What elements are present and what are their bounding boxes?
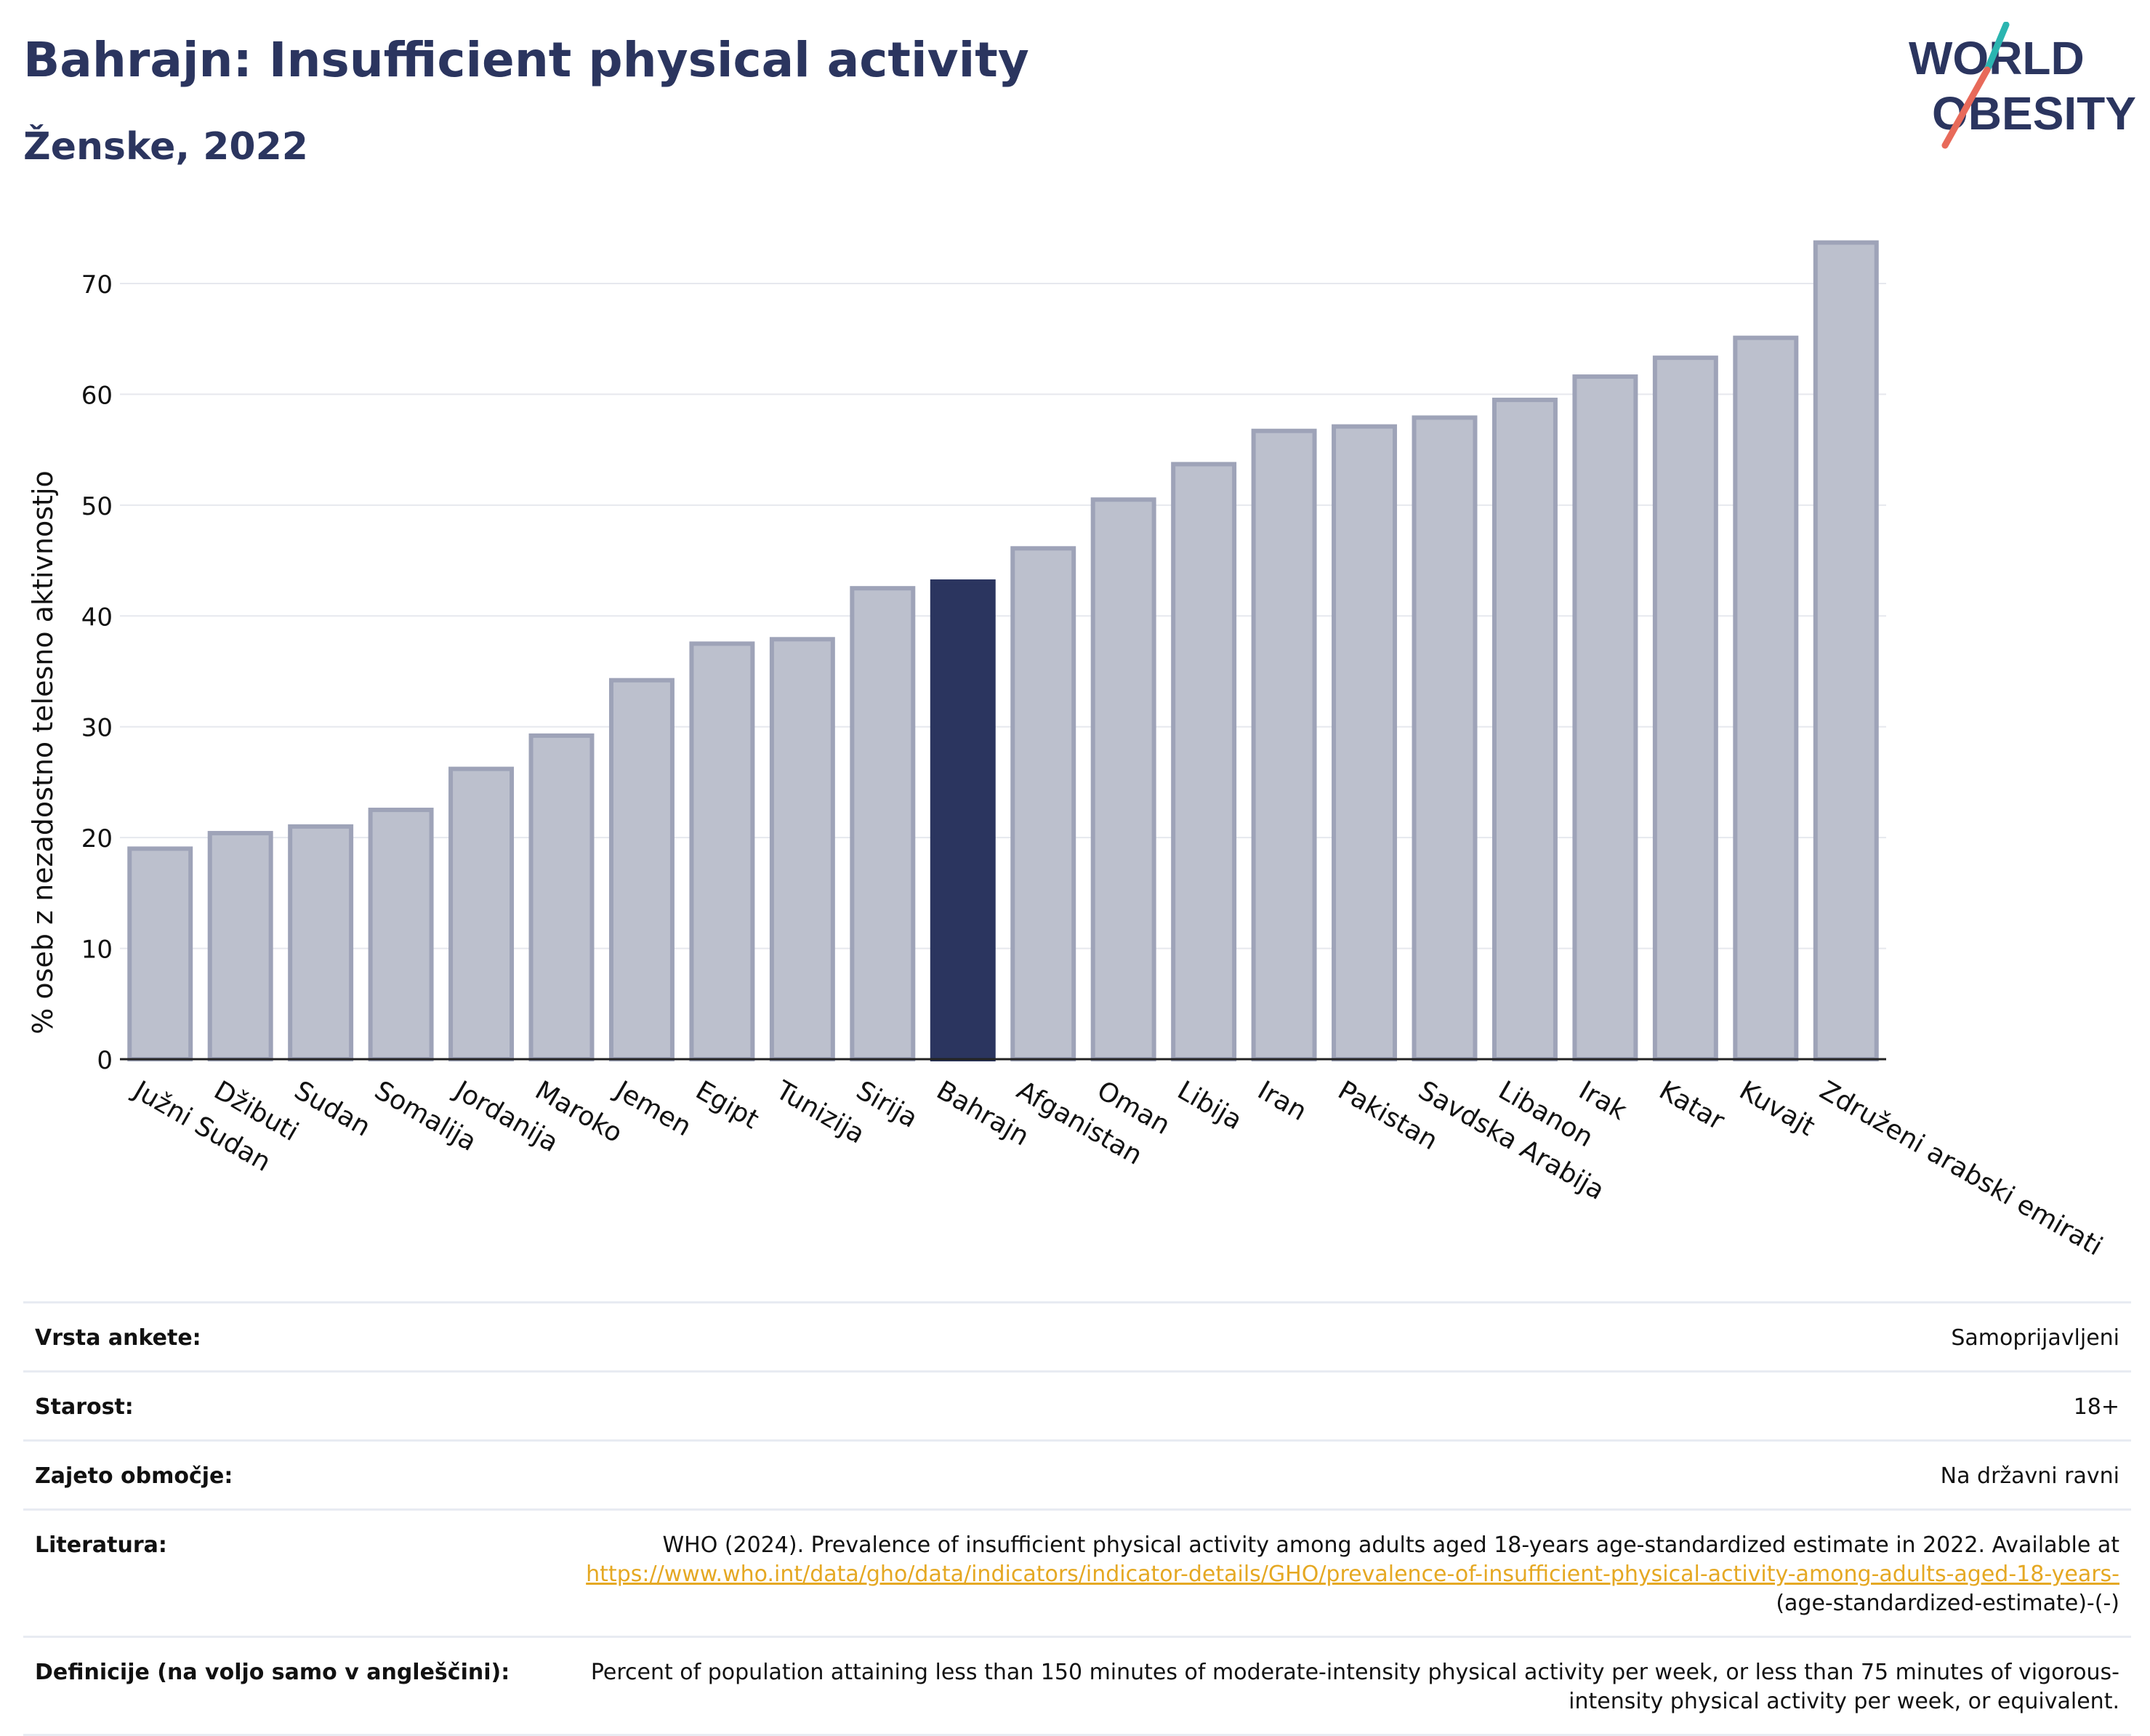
definitions-value: Percent of population attaining less tha… [590,1660,2119,1714]
survey-type-label: Vrsta ankete: [35,1325,201,1351]
world-obesity-logo: WORLD OBESITY [1909,22,2136,149]
references-value: WHO (2024). Prevalence of insufficient p… [557,1531,2119,1618]
x-tick-label: Iran [1252,1075,1311,1127]
age-value: 18+ [2073,1394,2119,1420]
y-tick-labels: 0 10 20 30 40 50 60 70 [81,270,113,1075]
y-axis-label: % oseb z nezadostno telesno aktivnostjo [27,470,59,1034]
bar-somalija [368,808,434,1062]
y-tick-label: 30 [81,714,113,743]
y-tick-label: 60 [81,381,113,410]
bar-irak [1572,374,1638,1061]
bar-sudan [288,824,354,1062]
x-tick-label: Libija [1172,1075,1247,1136]
x-tick-label: Katar [1654,1075,1730,1136]
bars [127,240,1879,1062]
bar-savdska-arabija [1412,415,1478,1061]
references-text: WHO (2024). Prevalence of insufficient p… [662,1532,2119,1558]
bar-kuvajt [1733,335,1799,1061]
bar-tunizija [769,637,835,1061]
references-text-after: (age-standardized-estimate)-(-) [1776,1591,2119,1616]
bar-džibuti [207,831,273,1061]
y-tick-label: 40 [81,603,113,632]
y-tick-label: 50 [81,492,113,521]
x-tick-label: Sudan [289,1075,376,1142]
bar-maroko [528,733,595,1061]
bar-afganistan [1010,546,1076,1061]
y-tick-label: 70 [81,270,113,300]
x-tick-label: Združeni arabski emirati [1814,1075,2107,1261]
age-label: Starost: [35,1394,134,1420]
x-tick-label: Egipt [691,1075,764,1135]
bar-jordanija [448,766,515,1061]
info-row-references: Literatura: WHO (2024). Prevalence of in… [23,1508,2131,1636]
coverage-label: Zajeto območje: [35,1463,233,1489]
references-label: Literatura: [35,1532,167,1558]
bar-katar [1652,355,1718,1061]
info-table: Vrsta ankete: Samoprijavljeni Starost: 1… [23,1301,2131,1736]
logo-slash-coral [1941,66,1991,149]
y-tick-label: 0 [97,1046,113,1075]
bar-egipt [689,641,755,1061]
x-tick-label: Tunizija [770,1075,870,1150]
y-tick-label: 10 [81,936,113,965]
bar-oman [1090,497,1156,1061]
coverage-value: Na državni ravni [1940,1463,2119,1489]
info-row-definitions: Definicije (na voljo samo v angleščini):… [23,1636,2131,1736]
logo-slash-teal [1984,22,2010,73]
survey-type-value: Samoprijavljeni [1951,1325,2119,1351]
page-title: Bahrajn: Insufficient physical activity [23,32,1029,88]
bar-sirija [850,586,916,1061]
x-tick-label: Kuvajt [1734,1075,1820,1142]
bar-libija [1171,462,1237,1061]
bar-jemen [608,678,675,1061]
bar-združeni-arabski-emirati [1813,240,1879,1061]
bar-pakistan [1332,424,1398,1061]
x-tick-label: Bahrajn [931,1075,1034,1152]
bar-južni-sudan [127,846,193,1062]
page-subtitle: Ženske, 2022 [23,125,308,169]
info-row-survey-type: Vrsta ankete: Samoprijavljeni [23,1301,2131,1370]
info-row-coverage: Zajeto območje: Na državni ravni [23,1439,2131,1508]
info-row-age: Starost: 18+ [23,1370,2131,1439]
bar-libanon [1491,398,1558,1061]
y-tick-label: 20 [81,824,113,853]
references-link[interactable]: https://www.who.int/data/gho/data/indica… [586,1562,2119,1587]
definitions-label: Definicije (na voljo samo v angleščini): [35,1660,510,1685]
bar-chart: 0 10 20 30 40 50 60 70 Južni SudanDžibutiSudanS… [27,240,2107,1262]
x-tick-label: Jemen [609,1074,696,1142]
bar-bahrajn [930,579,996,1061]
bar-iran [1251,428,1317,1061]
x-tick-labels: Južni SudanDžibutiSudanSomalijaJordanija… [127,1074,2107,1261]
